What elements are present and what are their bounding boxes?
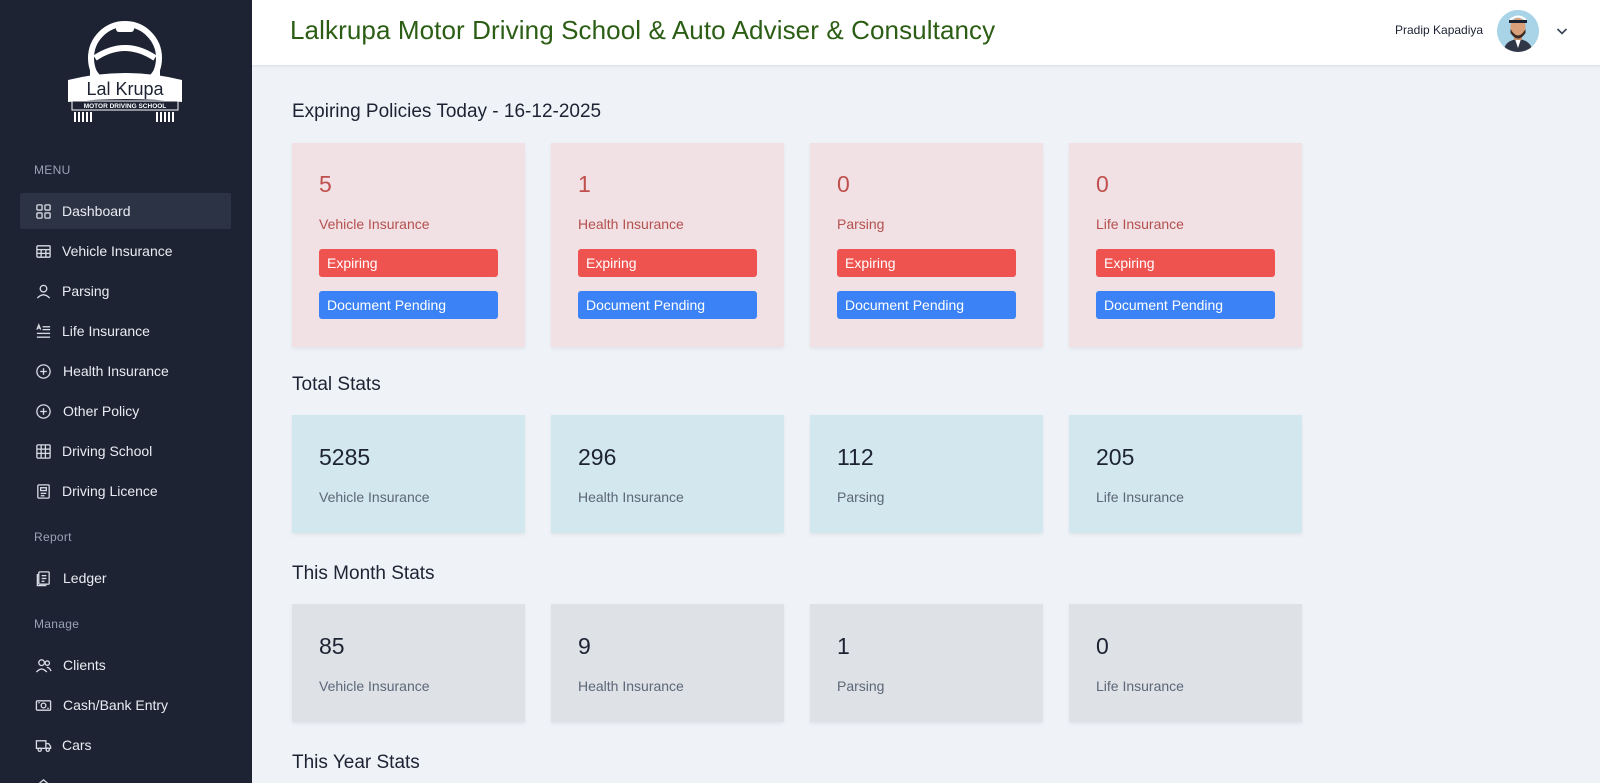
sidebar-item-driving-school[interactable]: Driving School [20,433,231,469]
stat-count: 9 [578,633,591,659]
sidebar-item-driving-licence[interactable]: Driving Licence [20,473,231,509]
expiring-card-health-insurance[interactable]: 1 Health Insurance Expiring Document Pen… [551,143,784,347]
sidebar-item-vehicle-insurance[interactable]: Vehicle Insurance [20,233,231,269]
sidebar-item-label: Clients [63,657,106,673]
calendar-grid-icon [34,242,52,260]
stat-label: Life Insurance [1096,678,1184,694]
document-pending-button[interactable]: Document Pending [319,291,498,319]
expiring-button[interactable]: Expiring [837,249,1016,277]
sidebar-item-label: Other Policy [63,403,140,419]
expiring-count: 0 [837,171,850,197]
chevron-down-icon[interactable] [1555,24,1569,38]
total-card-health-insurance[interactable]: 296 Health Insurance [551,415,784,533]
sidebar-item-label: Driving School [62,443,153,459]
sidebar: Lal Krupa MOTOR DRIVING SCHOOL MENU Dash… [0,0,252,783]
list-icon [34,322,52,340]
sidebar-item-partial[interactable] [20,767,231,783]
table-icon [34,442,52,460]
user-name[interactable]: Pradip Kapadiya [1395,23,1484,37]
home-icon [34,776,52,783]
sidebar-item-label: Ledger [63,570,107,586]
total-card-vehicle-insurance[interactable]: 5285 Vehicle Insurance [292,415,525,533]
stat-label: Life Insurance [1096,489,1184,505]
month-card-parsing[interactable]: 1 Parsing [810,604,1043,722]
sidebar-item-label: Driving Licence [62,483,158,499]
expiring-card-life-insurance[interactable]: 0 Life Insurance Expiring Document Pendi… [1069,143,1302,347]
year-stats-title: This Year Stats [292,752,420,773]
logo-name-text: Lal Krupa [86,79,164,99]
sidebar-item-ledger[interactable]: Ledger [20,560,231,596]
stat-count: 296 [578,444,617,470]
stat-count: 112 [837,444,874,470]
stat-label: Vehicle Insurance [319,489,430,505]
sidebar-item-clients[interactable]: Clients [20,647,231,683]
top-header: Lalkrupa Motor Driving School & Auto Adv… [252,0,1600,66]
month-card-health-insurance[interactable]: 9 Health Insurance [551,604,784,722]
stat-label: Vehicle Insurance [319,678,430,694]
stat-label: Parsing [837,489,885,505]
document-pending-button[interactable]: Document Pending [837,291,1016,319]
cash-icon [34,696,52,714]
expiring-button[interactable]: Expiring [578,249,757,277]
stat-label: Parsing [837,678,885,694]
month-card-life-insurance[interactable]: 0 Life Insurance [1069,604,1302,722]
sidebar-item-dashboard[interactable]: Dashboard [20,193,231,229]
sidebar-item-parsing[interactable]: Parsing [20,273,231,309]
expiring-button[interactable]: Expiring [319,249,498,277]
avatar[interactable] [1497,10,1539,52]
page-title: Lalkrupa Motor Driving School & Auto Adv… [290,15,996,45]
sidebar-item-cash-bank-entry[interactable]: Cash/Bank Entry [20,687,231,723]
report-heading: Report [34,530,72,544]
ledger-icon [34,569,52,587]
expiring-card-parsing[interactable]: 0 Parsing Expiring Document Pending [810,143,1043,347]
stat-count: 1 [837,633,850,659]
expiring-count: 5 [319,171,332,197]
truck-icon [34,736,52,754]
menu-heading: MENU [34,163,71,177]
plus-circle-icon [34,402,52,420]
stat-label: Health Insurance [578,489,684,505]
user-icon [34,282,52,300]
stat-count: 5285 [319,444,371,470]
expiring-button[interactable]: Expiring [1096,249,1275,277]
month-card-vehicle-insurance[interactable]: 85 Vehicle Insurance [292,604,525,722]
manage-heading: Manage [34,617,80,631]
total-stats-title: Total Stats [292,374,381,395]
lal-krupa-logo[interactable]: Lal Krupa MOTOR DRIVING SCHOOL [60,18,190,126]
month-stats-title: This Month Stats [292,563,435,584]
users-icon [34,656,52,674]
sidebar-item-label: Life Insurance [62,323,150,339]
sidebar-item-label: Cars [62,737,92,753]
sidebar-item-cars[interactable]: Cars [20,727,231,763]
sidebar-item-label: Parsing [62,283,110,299]
expiring-label: Parsing [837,216,885,232]
grid-icon [34,202,52,220]
stat-label: Health Insurance [578,678,684,694]
sidebar-item-life-insurance[interactable]: Life Insurance [20,313,231,349]
total-card-parsing[interactable]: 112 Parsing [810,415,1043,533]
document-pending-button[interactable]: Document Pending [578,291,757,319]
expiring-section-title: Expiring Policies Today - 16-12-2025 [292,101,602,122]
sidebar-item-label: Health Insurance [63,363,169,379]
expiring-card-vehicle-insurance[interactable]: 5 Vehicle Insurance Expiring Document Pe… [292,143,525,347]
sidebar-item-label: Dashboard [62,203,131,219]
stat-count: 0 [1096,633,1109,659]
document-pending-button[interactable]: Document Pending [1096,291,1275,319]
sidebar-item-label: Vehicle Insurance [62,243,173,259]
stat-count: 85 [319,633,345,659]
logo-tagline-text: MOTOR DRIVING SCHOOL [84,103,167,110]
sidebar-item-label: Cash/Bank Entry [63,697,169,713]
sidebar-item-other-policy[interactable]: Other Policy [20,393,231,429]
sidebar-item-health-insurance[interactable]: Health Insurance [20,353,231,389]
stat-count: 205 [1096,444,1135,470]
total-card-life-insurance[interactable]: 205 Life Insurance [1069,415,1302,533]
expiring-label: Life Insurance [1096,216,1184,232]
expiring-count: 0 [1096,171,1109,197]
expiring-label: Vehicle Insurance [319,216,430,232]
document-icon [34,482,52,500]
plus-circle-icon [34,362,52,380]
expiring-count: 1 [578,171,591,197]
expiring-label: Health Insurance [578,216,684,232]
